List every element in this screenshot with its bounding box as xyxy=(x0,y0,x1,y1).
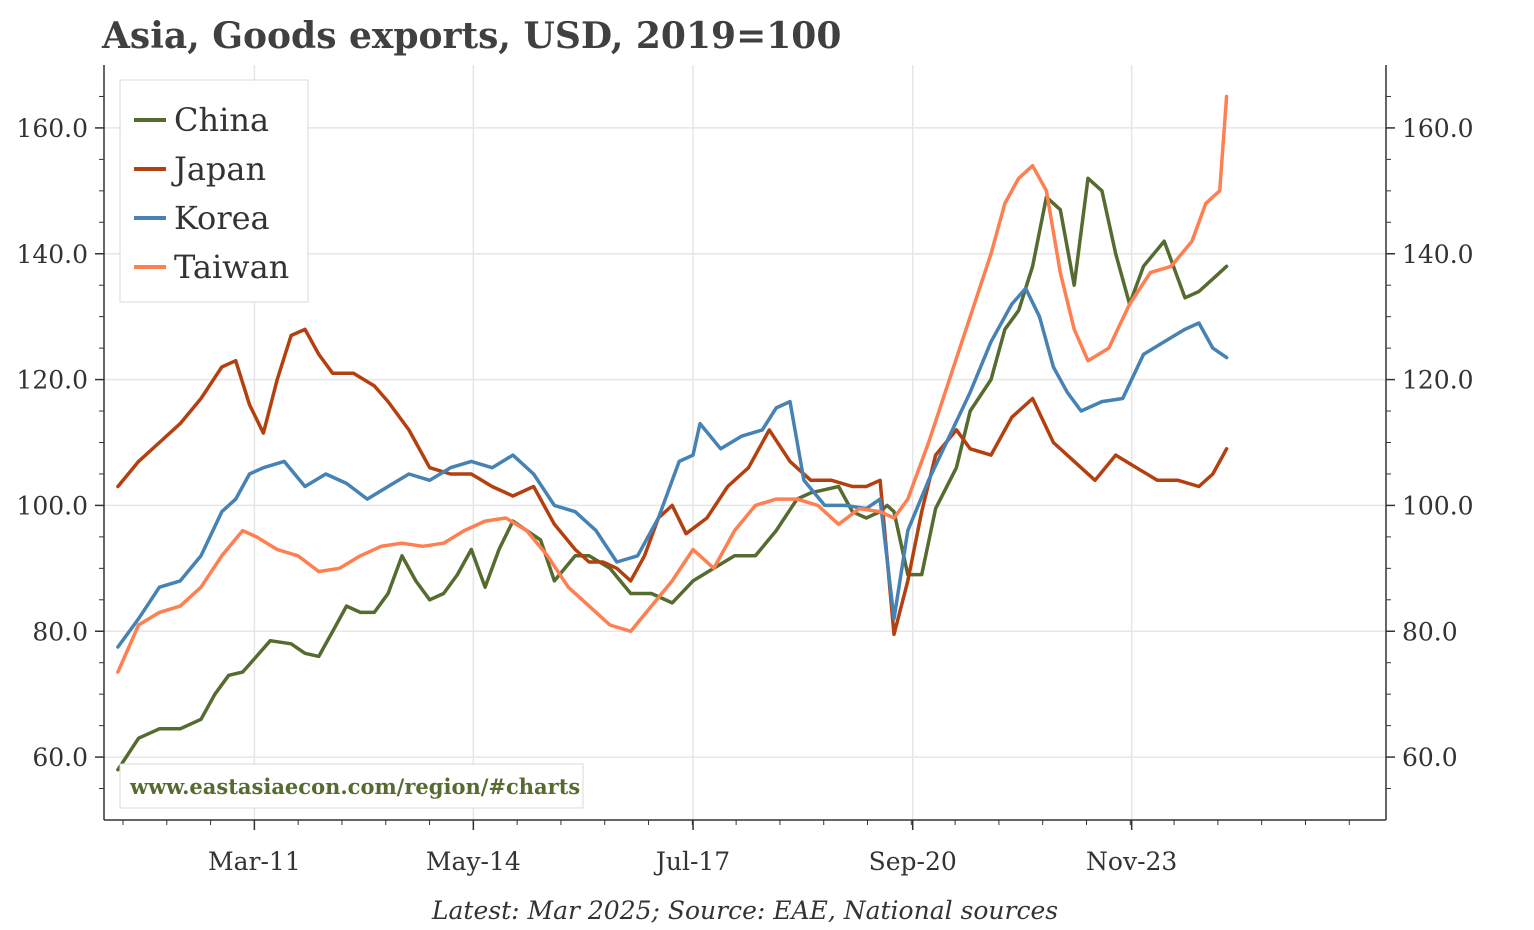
watermark-text: www.eastasiaecon.com/region/#charts xyxy=(129,774,580,799)
watermark: www.eastasiaecon.com/region/#charts xyxy=(119,763,584,809)
source-note: Latest: Mar 2025; Source: EAE, National … xyxy=(431,896,1058,925)
x-tick-label: Mar-11 xyxy=(208,847,301,876)
legend-label-china: China xyxy=(174,101,269,139)
legend: China Japan Korea Taiwan xyxy=(119,79,309,303)
series-line-korea xyxy=(116,286,1229,649)
series-line-taiwan xyxy=(116,94,1229,674)
watermark-box xyxy=(119,763,584,809)
x-tick-label: Nov-23 xyxy=(1086,847,1177,876)
y-tick-label-right: 100.0 xyxy=(1402,491,1474,520)
chart-title: Asia, Goods exports, USD, 2019=100 xyxy=(101,15,841,57)
y-tick-label-left: 60.0 xyxy=(32,743,88,772)
y-tick-label-left: 80.0 xyxy=(32,617,88,646)
y-tick-label-right: 120.0 xyxy=(1402,366,1474,395)
axes: 60.0 60.0 80.0 80.0 100.0 100.0 120.0 120.0 140.… xyxy=(16,65,1474,876)
x-tick-label: Jul-17 xyxy=(653,847,730,876)
x-tick-label: May-14 xyxy=(426,847,521,876)
y-tick-label-right: 140.0 xyxy=(1402,240,1474,269)
y-tick-label-left: 160.0 xyxy=(16,114,88,143)
y-tick-label-right: 160.0 xyxy=(1402,114,1474,143)
legend-label-taiwan: Taiwan xyxy=(174,248,289,286)
y-tick-label-left: 120.0 xyxy=(16,366,88,395)
y-tick-label-left: 100.0 xyxy=(16,491,88,520)
legend-label-korea: Korea xyxy=(174,199,270,237)
legend-label-japan: Japan xyxy=(171,150,266,188)
series-lines xyxy=(116,94,1229,772)
x-tick-label: Sep-20 xyxy=(869,847,957,876)
y-tick-label-right: 60.0 xyxy=(1402,743,1458,772)
y-tick-label-left: 140.0 xyxy=(16,240,88,269)
y-tick-label-right: 80.0 xyxy=(1402,617,1458,646)
gridlines xyxy=(104,65,1386,820)
